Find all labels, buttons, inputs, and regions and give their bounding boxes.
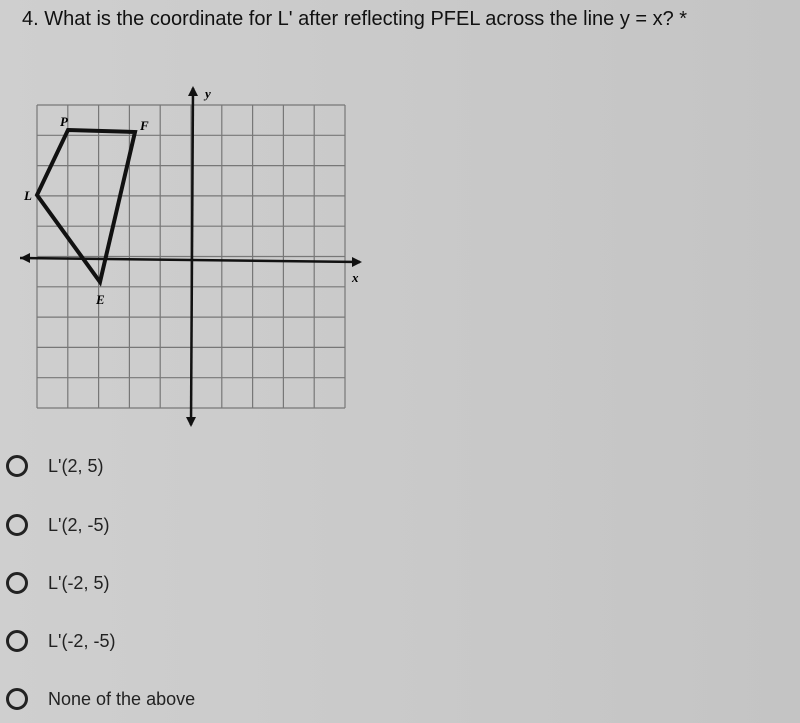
point-label: F [139, 118, 149, 133]
axis-label: x [351, 270, 359, 285]
y-axis [189, 87, 195, 426]
arrow [186, 417, 196, 427]
option-label: L'(2, 5) [48, 455, 104, 476]
option-label: None of the above [48, 688, 196, 709]
option[interactable]: L'(-2, -5) [6, 630, 115, 652]
question-title: 4. What is the coordinate for L' after r… [22, 8, 674, 30]
x-axis [19, 256, 361, 264]
figure: P F L E x y [19, 86, 362, 427]
option[interactable]: L'(2, 5) [6, 455, 103, 477]
option-label: L'(-2, -5) [48, 630, 116, 651]
point-label: E [95, 292, 105, 307]
radio[interactable] [6, 455, 28, 477]
option[interactable]: L'(2, -5) [6, 514, 109, 536]
question: 4. What is the coordinate for L' after r… [22, 8, 687, 31]
radio[interactable] [6, 688, 28, 710]
radio[interactable] [6, 630, 28, 652]
point-label: P [60, 114, 69, 129]
shape-pfel [34, 127, 138, 287]
arrow [20, 253, 30, 263]
arrow [352, 257, 362, 267]
option[interactable]: None of the above [6, 688, 195, 710]
option-label: L'(2, -5) [48, 514, 110, 535]
radio[interactable] [6, 514, 28, 536]
arrow [188, 86, 198, 96]
option-label: L'(-2, 5) [48, 572, 110, 593]
option[interactable]: L'(-2, 5) [6, 572, 109, 594]
radio[interactable] [6, 572, 28, 594]
point-label: L [23, 188, 32, 203]
required-marker: * [679, 8, 688, 30]
axis-label: y [203, 86, 211, 101]
